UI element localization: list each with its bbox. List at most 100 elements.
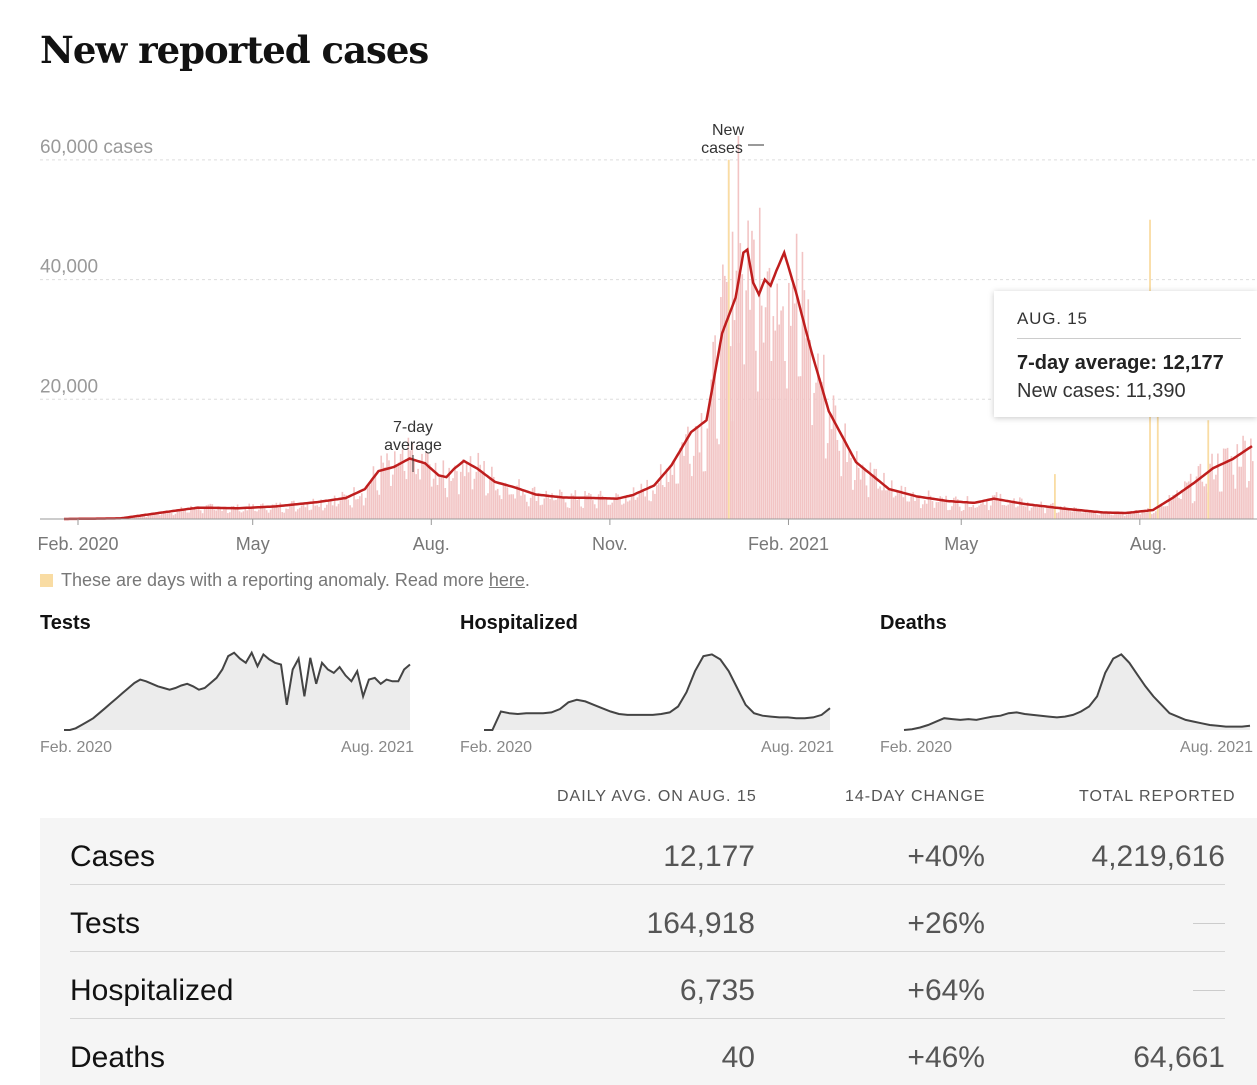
new-cases-bar [409,450,412,519]
new-cases-bar [421,453,423,519]
new-cases-bar [137,516,140,519]
new-cases-bar [988,510,990,519]
new-cases-bar [164,513,167,519]
new-cases-bar [873,468,876,519]
new-cases-bar [916,496,918,519]
new-cases-bar [1158,504,1161,519]
new-cases-bar [397,462,400,519]
new-cases-bar [215,510,218,519]
anomaly-swatch [40,574,53,587]
new-cases-bar [143,515,146,519]
new-cases-bar [861,464,864,519]
new-cases-bar [234,509,237,519]
new-cases-bar [364,497,367,519]
new-cases-bar [634,499,637,519]
new-cases-bar [749,309,751,519]
new-cases-bar [283,512,285,519]
new-cases-bar [411,443,414,519]
mini-chart-start-label: Feb. 2020 [880,739,953,756]
sparkline-line [64,650,411,731]
new-cases-bar [962,509,965,519]
new-cases-bar [834,405,837,519]
new-cases-bar [533,486,536,519]
row-daily-avg: 6,735 [679,974,755,1007]
new-cases-bar [526,501,528,519]
new-cases-bar [1127,513,1130,519]
new-cases-bar [671,474,674,519]
new-cases-bar [1061,507,1064,519]
new-cases-bar [1191,503,1194,519]
new-cases-bar [790,325,792,519]
new-cases-bar [518,479,520,519]
new-cases-bar [788,282,790,519]
new-cases-bar [922,504,924,519]
new-cases-bar [176,509,179,519]
new-cases-bar [1110,514,1112,519]
new-cases-bar [704,471,707,519]
mini-chart-hospitalized[interactable]: Hospitalized Feb. 2020 Aug. 2021 [460,610,840,770]
new-cases-bar [254,510,256,519]
new-cases-bar [395,466,398,519]
new-cases-bar [1079,509,1081,519]
new-cases-bar [673,459,676,519]
new-cases-bar [914,500,916,519]
new-cases-bar [205,505,208,519]
new-cases-bar [180,506,183,519]
cases-chart[interactable]: Feb. 2020 May Aug. Nov. Feb. 2021 May Aug. 20,… [0,90,1257,560]
annotation-7-day-average: average [384,437,442,454]
new-cases-bar [863,468,866,519]
new-cases-bar [978,505,980,519]
new-cases-bar [776,283,779,519]
mini-chart-deaths[interactable]: Deaths Feb. 2020 Aug. 2021 [880,610,1255,770]
new-cases-bar [1116,511,1118,519]
new-cases-bar [328,500,330,519]
new-cases-bar [619,496,621,519]
new-cases-bar [1040,501,1043,519]
new-cases-bar [263,508,266,519]
new-cases-bar [1013,498,1015,519]
new-cases-bar [153,513,155,519]
new-cases-bar [1133,511,1136,519]
new-cases-bar [1139,514,1142,519]
new-cases-bar [401,449,404,519]
new-cases-bar [900,485,903,519]
tooltip-date: AUG. 15 [1017,309,1241,339]
new-cases-bar [628,500,631,519]
new-cases-bar [527,506,530,519]
new-cases-bar [1244,440,1246,519]
new-cases-bar [642,490,645,519]
new-cases-bar [663,487,666,519]
new-cases-bar [805,338,808,519]
anomaly-bar [1156,357,1159,519]
new-cases-bar [432,478,435,519]
new-cases-bar [667,482,670,519]
new-cases-bar [1182,491,1184,519]
y-axis-ticks: 20,000 40,000 60,000 cases [40,137,153,397]
new-cases-bar [956,499,959,519]
new-cases-bar [1104,513,1107,519]
new-cases-bar [545,490,548,519]
new-cases-bar [1021,498,1023,519]
new-cases-bar [269,509,272,519]
new-cases-bar [475,471,478,519]
new-cases-bar [531,488,534,519]
new-cases-bar [168,511,171,519]
new-cases-bar [1234,488,1237,519]
new-cases-bar [910,496,912,519]
new-cases-bar [1197,466,1200,519]
new-cases-bar [491,466,493,519]
new-cases-bar [925,503,928,519]
new-cases-bar [1125,514,1128,519]
new-cases-bar [889,489,891,519]
new-cases-bar [295,511,297,519]
anomaly-read-more-link[interactable]: here [488,570,525,590]
mini-chart-tests[interactable]: Tests Feb. 2020 Aug. 2021 [40,610,420,770]
new-cases-bar [506,487,509,519]
new-cases-bar [1065,507,1068,519]
new-cases-bar [725,281,728,519]
new-cases-bar [242,511,245,519]
new-cases-bar [755,350,757,519]
new-cases-bar [461,459,464,519]
new-cases-bar [339,500,342,519]
row-metric: Tests [70,907,141,940]
